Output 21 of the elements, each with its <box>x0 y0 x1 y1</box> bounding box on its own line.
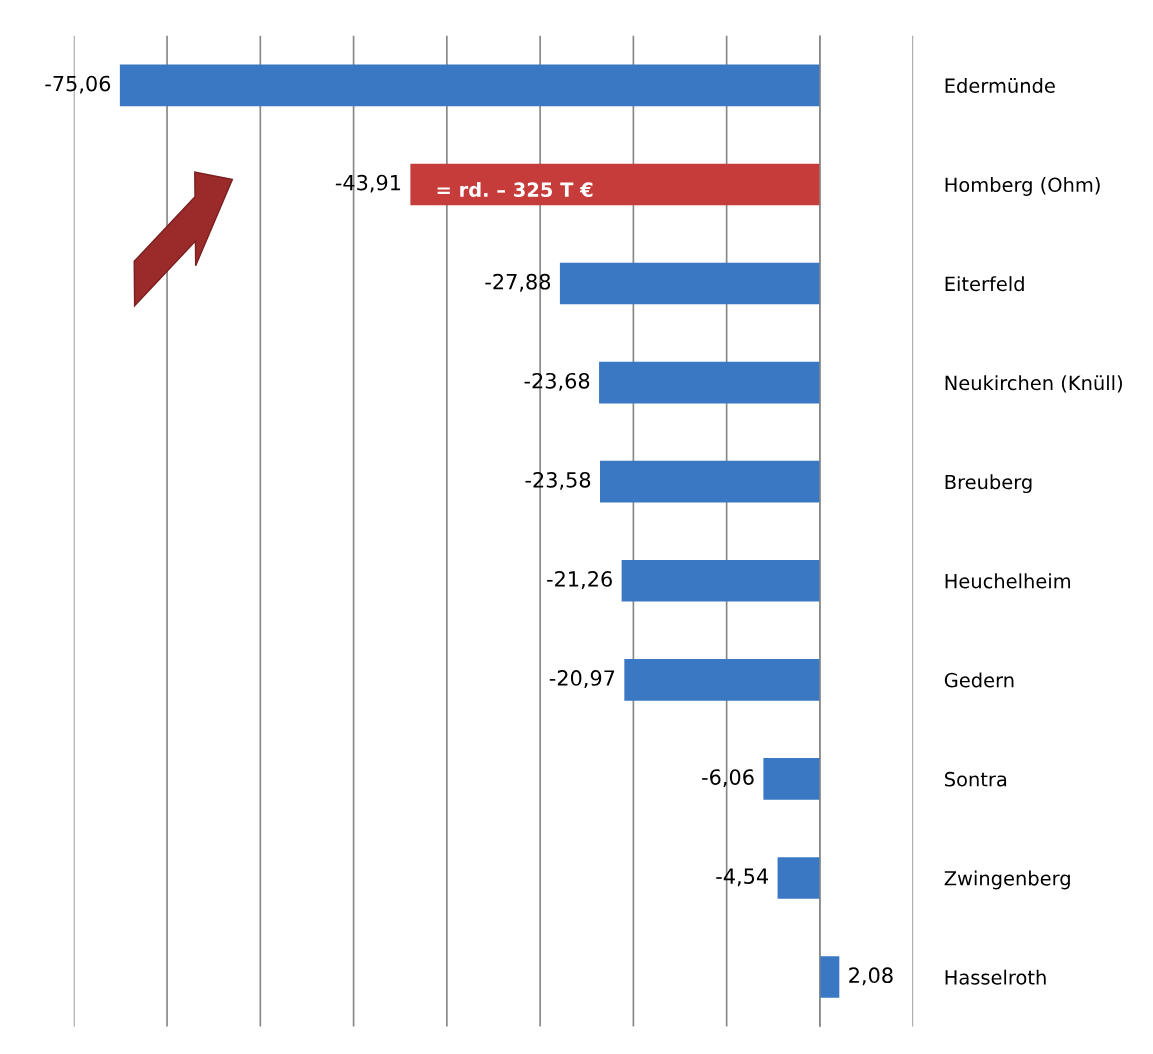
data-label: -23,58 <box>525 471 591 490</box>
data-label: -20,97 <box>549 670 615 688</box>
y-tick-label: Eiterfeld <box>945 276 1024 292</box>
data-label: -27,88 <box>485 273 551 292</box>
annotation: = rd. – 325 T € <box>437 181 593 198</box>
data-label: -75,06 <box>45 75 111 94</box>
y-tick-label: Neukirchen (Knüll) <box>945 375 1122 393</box>
data-label: -4,54 <box>716 868 769 887</box>
y-tick-label: Edermünde <box>945 77 1055 94</box>
y-tick-label: Heuchelheim <box>945 573 1070 589</box>
y-tick-label: Breuberg <box>945 474 1032 494</box>
data-label: -23,68 <box>524 372 590 391</box>
y-tick-label: Sontra <box>945 771 1007 787</box>
data-label: -43,91 <box>335 174 401 193</box>
y-tick-label: Gedern <box>944 672 1014 688</box>
y-tick-label: Zwingenberg <box>944 870 1070 890</box>
data-label: 2,08 <box>849 967 893 986</box>
y-tick-label: Homberg (Ohm) <box>945 177 1100 196</box>
data-label: -21,26 <box>547 571 612 589</box>
data-label: -6,06 <box>702 769 754 788</box>
y-tick-label: Hasselroth <box>945 969 1046 985</box>
